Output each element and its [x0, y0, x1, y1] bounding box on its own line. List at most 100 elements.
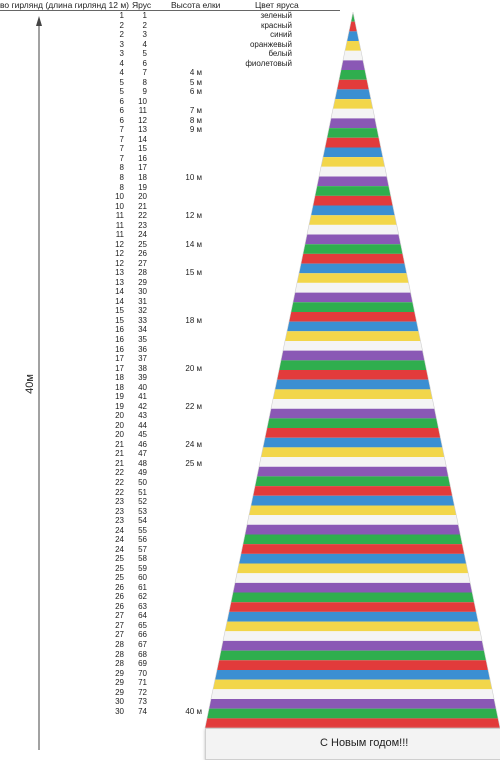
garland-count-cell: 29 — [115, 687, 124, 697]
garland-count-cell: 25 — [115, 554, 124, 564]
tier-number-cell: 35 — [138, 335, 147, 345]
tier-number-cell: 23 — [138, 220, 147, 230]
garland-count-cell: 15 — [115, 315, 124, 325]
tree-tier-band — [317, 176, 389, 187]
tier-number-cell: 45 — [138, 430, 147, 440]
garland-count-cell: 6 — [119, 106, 124, 116]
tier-number-cell: 54 — [138, 516, 147, 526]
tree-tier-band — [267, 418, 439, 429]
garland-count-cell: 28 — [115, 649, 124, 659]
garland-count-cell: 16 — [115, 344, 124, 354]
garland-count-cell: 20 — [115, 411, 124, 421]
tree-tier-band — [209, 698, 497, 709]
garland-count-cell: 27 — [115, 620, 124, 630]
tree-tier-band — [273, 389, 433, 400]
tree-tier-band — [335, 89, 371, 100]
garland-count-cell: 26 — [115, 582, 124, 592]
tree-height-cell: 15 м — [185, 268, 202, 278]
tier-number-cell: 68 — [138, 649, 147, 659]
tier-number-cell: 50 — [138, 477, 147, 487]
tree-tier-band — [213, 679, 493, 690]
tree-tier-band — [297, 273, 409, 283]
garland-count-cell: 27 — [115, 630, 124, 640]
tree-tier-band — [263, 437, 443, 448]
garland-count-cell: 22 — [115, 477, 124, 487]
tree-tier-band — [251, 495, 455, 506]
tree-tier-band — [285, 331, 421, 341]
tree-tier-band — [293, 292, 413, 303]
tree-tier-band — [307, 224, 399, 235]
tier-number-cell: 47 — [138, 449, 147, 459]
tier-number-cell: 41 — [138, 392, 147, 402]
tree-tier-band — [275, 379, 431, 390]
garland-count-cell: 26 — [115, 601, 124, 611]
tree-tier-band — [289, 311, 417, 322]
tree-tier-band — [227, 611, 479, 622]
tier-number-cell: 13 — [138, 125, 147, 135]
tier-number-cell: 27 — [138, 258, 147, 268]
header-garland-count: во гирлянд (длина гирлянд 12 м) — [0, 0, 130, 10]
tier-number-cell: 6 — [142, 58, 147, 68]
garland-count-cell: 7 — [119, 134, 124, 144]
garland-count-cell: 12 — [115, 249, 124, 259]
tree-tier-band — [311, 205, 395, 216]
garland-count-cell: 7 — [119, 125, 124, 135]
tier-number-cell: 31 — [138, 296, 147, 306]
tree-tier-band — [325, 137, 381, 148]
tree-tier-band — [349, 21, 357, 32]
garland-count-cell: 6 — [119, 96, 124, 106]
tree-tier-band — [287, 321, 419, 332]
tier-number-cell: 17 — [138, 163, 147, 173]
tree-tier-band — [305, 234, 401, 245]
tree-height-cell: 22 м — [185, 401, 202, 411]
tree-tier-band — [337, 79, 369, 90]
garland-count-cell: 25 — [115, 573, 124, 583]
tree-height-cell: 6 м — [189, 87, 202, 97]
tree-tier-band — [249, 505, 457, 516]
tree-tier-band — [327, 128, 379, 138]
garland-count-cell: 19 — [115, 392, 124, 402]
tree-height-cell: 14 м — [185, 239, 202, 249]
garland-count-cell: 27 — [115, 611, 124, 621]
garland-count-cell: 13 — [115, 277, 124, 287]
tier-number-cell: 52 — [138, 497, 147, 507]
tree-tier-band — [225, 621, 481, 632]
garland-count-cell: 23 — [115, 497, 124, 507]
tier-number-cell: 70 — [138, 668, 147, 678]
tier-number-cell: 21 — [138, 201, 147, 211]
tree-height-cell: 20 м — [185, 363, 202, 373]
garland-count-cell: 25 — [115, 563, 124, 573]
tree-tier-band — [323, 147, 383, 158]
garland-count-cell: 26 — [115, 592, 124, 602]
garland-count-cell: 23 — [115, 506, 124, 516]
tier-number-cell: 57 — [138, 544, 147, 554]
tier-number-cell: 72 — [138, 687, 147, 697]
garland-count-cell: 11 — [115, 220, 124, 230]
tree-height-cell: 7 м — [189, 106, 202, 116]
garland-count-cell: 5 — [119, 87, 124, 97]
garland-count-cell: 21 — [115, 449, 124, 459]
garland-count-cell: 28 — [115, 639, 124, 649]
garland-count-cell: 4 — [119, 68, 124, 78]
tier-number-cell: 30 — [138, 287, 147, 297]
tier-number-cell: 69 — [138, 659, 147, 669]
tier-color-label: оранжевый — [249, 39, 292, 49]
tree-height-cell: 25 м — [185, 458, 202, 468]
garland-count-cell: 10 — [115, 192, 124, 202]
tier-number-cell: 7 — [142, 68, 147, 78]
tier-number-cell: 16 — [138, 153, 147, 163]
tier-number-cell: 2 — [142, 20, 147, 30]
tree-tier-band — [255, 476, 451, 487]
garland-count-cell: 7 — [119, 153, 124, 163]
tree-tier-band — [257, 466, 449, 477]
tree-tier-band — [231, 592, 475, 603]
tree-tier-band — [281, 350, 425, 361]
tier-number-cell: 59 — [138, 563, 147, 573]
tree-tier-band — [253, 486, 453, 496]
tier-number-cell: 5 — [142, 49, 147, 59]
tier-number-cell: 9 — [142, 87, 147, 97]
tree-tier-band — [223, 631, 483, 641]
tree-height-cell: 8 м — [189, 115, 202, 125]
garland-count-cell: 14 — [115, 287, 124, 297]
